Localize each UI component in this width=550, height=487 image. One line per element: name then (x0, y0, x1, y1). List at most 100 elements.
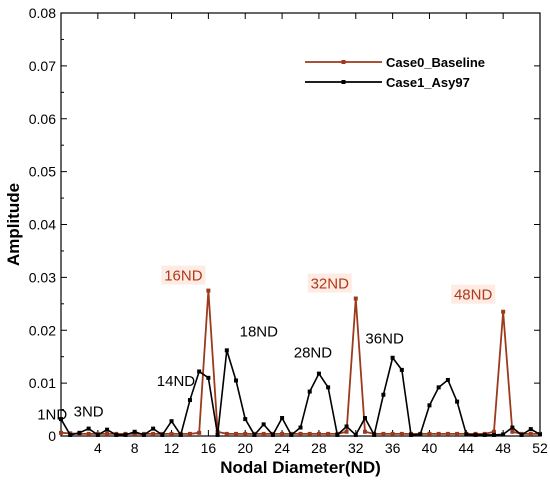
x-axis-title: Nodal Diameter(ND) (220, 458, 381, 477)
data-point (169, 419, 174, 424)
data-point (436, 431, 441, 436)
annotation-14ND: 14ND (157, 373, 196, 390)
data-point (206, 375, 211, 380)
data-point (68, 432, 73, 437)
legend-label: Case1_Asy97 (386, 75, 470, 90)
data-point (344, 424, 349, 429)
data-point (519, 432, 524, 437)
data-point (390, 355, 395, 360)
data-point (362, 429, 367, 434)
data-point (86, 431, 91, 436)
data-point (409, 432, 414, 437)
data-point (538, 432, 542, 437)
data-point (86, 426, 91, 431)
annotation-label: 32ND (311, 276, 350, 293)
data-point (206, 288, 211, 293)
data-point (381, 392, 386, 397)
data-point (197, 430, 202, 435)
data-point (445, 431, 450, 436)
data-point (280, 431, 285, 436)
annotation-label: 48ND (454, 287, 493, 304)
x-tick-label: 32 (348, 440, 364, 456)
data-point (105, 431, 110, 436)
y-tick-label: 0.01 (29, 375, 56, 391)
data-point (353, 432, 358, 437)
data-point (399, 431, 404, 436)
data-point (141, 432, 146, 437)
data-point (316, 431, 321, 436)
data-point (178, 432, 183, 437)
annotation-36ND: 36ND (365, 331, 404, 348)
data-point (501, 432, 506, 437)
data-point (326, 431, 331, 436)
data-point (160, 432, 165, 437)
annotation-28ND: 28ND (294, 345, 333, 362)
data-point (307, 389, 312, 394)
annotation-32ND: 32ND (307, 273, 352, 293)
data-point (436, 385, 441, 390)
data-point (252, 432, 257, 437)
legend: Case0_Baseline Case1_Asy97 (305, 55, 485, 90)
legend-item: Case1_Asy97 (305, 75, 470, 90)
legend-marker (341, 60, 346, 64)
annotation-label: 36ND (365, 331, 404, 348)
x-axis: 4 8 12 16 20 24 28 32 36 40 44 48 52 (78, 13, 548, 456)
data-point (243, 431, 248, 436)
y-tick-label: 0.04 (29, 217, 56, 233)
data-point (234, 378, 239, 383)
data-point (344, 429, 349, 434)
series-line (60, 349, 541, 436)
annotation-label: 16ND (164, 268, 203, 285)
data-point (501, 309, 506, 314)
x-tick-label: 8 (131, 440, 139, 456)
data-point (381, 431, 386, 436)
y-axis: 0 0.01 0.02 0.03 0.04 0.05 0.06 0.07 0.08 (29, 5, 540, 444)
annotation-label: 14ND (157, 373, 196, 390)
annotation-label: 28ND (294, 345, 333, 362)
data-point (234, 431, 239, 436)
legend-label: Case0_Baseline (386, 55, 485, 70)
data-point (105, 427, 110, 432)
legend-item: Case0_Baseline (305, 55, 485, 70)
x-tick-label: 40 (422, 440, 438, 456)
annotation-48ND: 48ND (451, 284, 496, 304)
data-point (455, 431, 460, 436)
series-layer (59, 288, 542, 437)
data-point (399, 367, 404, 372)
annotation-1ND: 1ND (37, 406, 67, 423)
data-point (427, 431, 432, 436)
x-tick-label: 28 (311, 440, 327, 456)
x-tick-label: 12 (164, 440, 180, 456)
data-point (473, 432, 478, 437)
x-tick-label: 48 (495, 440, 511, 456)
data-point (224, 348, 229, 353)
y-tick-label: 0.05 (29, 164, 56, 180)
series-Case1_Asy97 (59, 348, 542, 437)
annotation-18ND: 18ND (240, 323, 279, 340)
data-point (215, 432, 220, 437)
data-point (427, 403, 432, 408)
annotation-highlight (307, 273, 352, 293)
data-point (445, 377, 450, 382)
data-point (270, 432, 275, 437)
data-point (418, 432, 423, 437)
data-point (132, 431, 137, 436)
data-point (132, 429, 137, 434)
data-point (510, 429, 515, 434)
data-point (169, 431, 174, 436)
x-tick-label: 20 (237, 440, 253, 456)
annotations-layer: 1ND 3ND 14ND 16ND 18ND 28ND 32ND 36ND 48ND (37, 265, 496, 423)
y-tick-label: 0.02 (29, 322, 56, 338)
data-point (455, 399, 460, 404)
data-point (261, 431, 266, 436)
x-tick-label: 4 (94, 440, 102, 456)
annotation-label: 1ND (37, 406, 67, 423)
data-point (491, 429, 496, 434)
data-point (510, 425, 515, 430)
data-point (528, 431, 533, 436)
annotation-highlight (161, 265, 206, 285)
data-point (482, 432, 487, 437)
data-point (528, 427, 533, 432)
data-point (151, 426, 156, 431)
